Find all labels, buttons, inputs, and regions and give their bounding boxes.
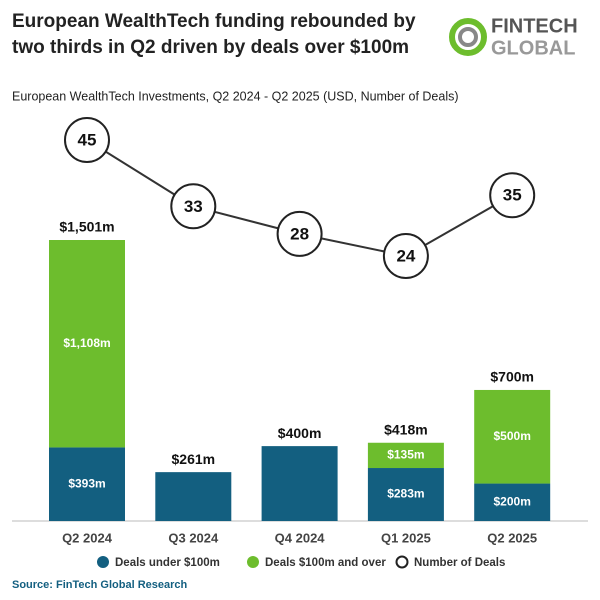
deals-marker	[489, 172, 536, 219]
deals-marker	[64, 117, 110, 163]
bar-segment	[474, 483, 551, 521]
subtitle: European WealthTech Investments, Q2 2024…	[12, 89, 459, 103]
deals-label: 28	[290, 224, 309, 243]
deals-label: 24	[396, 246, 415, 265]
x-tick-label: Q4 2024	[275, 530, 326, 545]
deals-label: 33	[184, 197, 203, 216]
legend-marker	[395, 555, 409, 569]
deals-marker	[276, 210, 323, 257]
legend-marker	[97, 556, 109, 568]
total-label: $418m	[384, 421, 428, 437]
bar-segment	[474, 389, 551, 484]
bar-segment	[261, 446, 338, 521]
total-label: $700m	[490, 369, 534, 385]
logo-icon	[458, 27, 478, 47]
value-label: $135m	[387, 448, 424, 462]
deals-marker	[382, 233, 429, 279]
x-tick-label: Q1 2025	[381, 530, 431, 545]
deals-label: 45	[78, 130, 97, 149]
chart-title: two thirds in Q2 driven by deals over $1…	[12, 37, 409, 58]
bar-segment	[367, 468, 444, 521]
value-label: $1,108m	[63, 336, 110, 350]
bar-segment	[155, 472, 232, 521]
logo-text: GLOBAL	[491, 37, 575, 59]
chart-title: European WealthTech funding rebounded by	[12, 11, 416, 32]
deals-marker	[170, 183, 217, 230]
source: Source: FinTech Global Research	[12, 579, 188, 591]
bar-segment	[367, 442, 444, 469]
logo-icon	[449, 18, 487, 56]
deals-label: 35	[503, 186, 522, 205]
value-label: $500m	[494, 429, 531, 443]
total-label: $1,501m	[59, 219, 114, 235]
x-tick-label: Q2 2024	[62, 530, 113, 545]
legend-label: Deals under $100m	[115, 557, 220, 569]
value-label: $283m	[387, 487, 424, 501]
legend-marker	[247, 556, 259, 568]
value-label: $200m	[494, 494, 531, 508]
legend-label: Number of Deals	[414, 557, 505, 569]
x-tick-label: Q2 2025	[487, 530, 537, 545]
logo-text: FINTECH	[491, 15, 578, 37]
total-label: $400m	[278, 425, 322, 441]
total-label: $261m	[172, 451, 216, 467]
bar-segment	[49, 240, 125, 448]
logo: FINTECH GLOBAL	[449, 15, 578, 59]
legend-label: Deals $100m and over	[265, 557, 386, 569]
bar-segment	[49, 447, 125, 521]
value-label: $393m	[68, 476, 105, 490]
x-tick-label: Q3 2024	[168, 530, 219, 545]
